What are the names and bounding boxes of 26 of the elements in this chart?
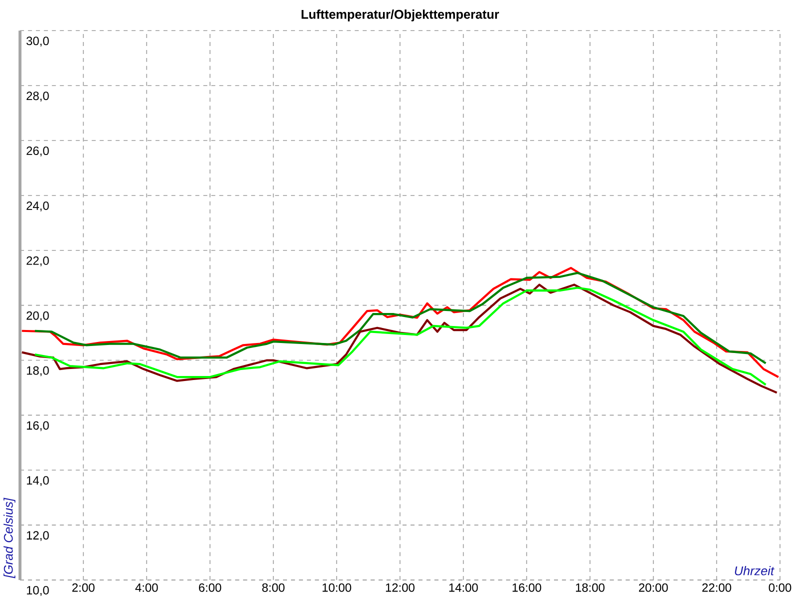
y-tick-label: 12,0 — [26, 531, 49, 541]
y-tick-label: 20,0 — [26, 311, 49, 322]
y-tick-label: 22,0 — [26, 256, 49, 266]
y-tick-label: 10,0 — [26, 586, 49, 596]
y-axis-title: [Grad Celsius] — [4, 498, 16, 578]
y-tick-label: 14,0 — [26, 476, 49, 486]
x-tick-label: 18:00 — [576, 583, 604, 592]
x-tick-label: 22:00 — [702, 583, 732, 592]
y-tick-label: 30,0 — [26, 36, 49, 47]
x-tick-label: 6:00 — [198, 583, 222, 592]
y-tick-label: 28,0 — [26, 92, 49, 102]
x-tick-label: 4:00 — [135, 583, 158, 592]
x-tick-label: 20:00 — [638, 583, 668, 592]
x-tick-label: 12:00 — [386, 583, 414, 592]
x-tick-label: 16:00 — [512, 583, 542, 592]
x-tick-label: 0:00 — [768, 583, 792, 592]
x-tick-label: 8:00 — [262, 583, 285, 592]
x-tick-label: 2:00 — [72, 583, 95, 592]
y-tick-label: 18,0 — [26, 366, 49, 376]
y-tick-label: 24,0 — [26, 201, 49, 212]
y-tick-label: 26,0 — [26, 146, 49, 156]
chart-title: Lufttemperatur/Objekttemperatur — [302, 10, 500, 22]
y-tick-label: 16,0 — [26, 421, 49, 432]
x-tick-label: 14:00 — [449, 583, 478, 592]
x-tick-label: 10:00 — [322, 583, 352, 592]
x-axis-title: Uhrzeit — [734, 566, 774, 576]
